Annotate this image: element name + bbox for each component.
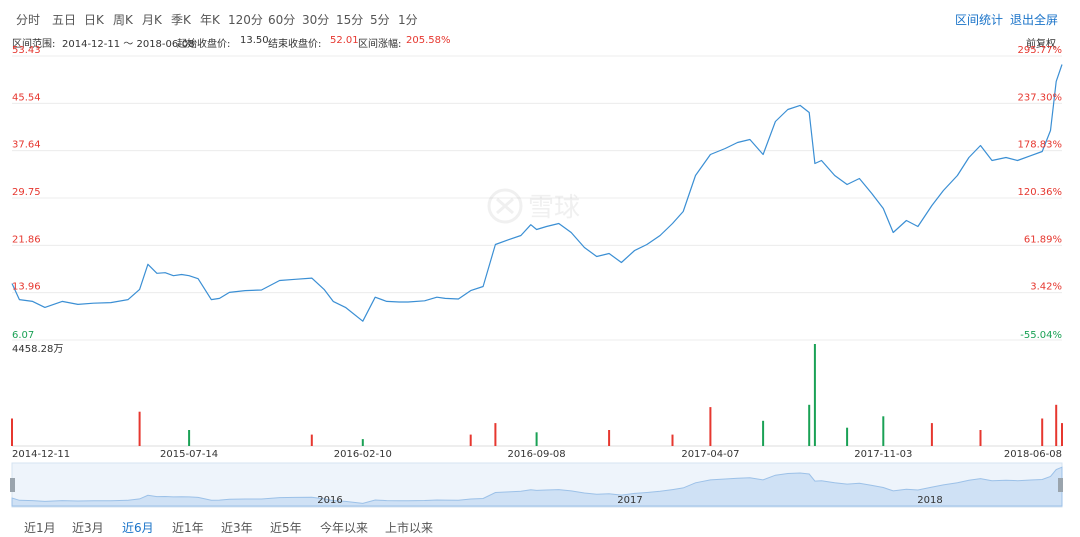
range-tab-ytd[interactable]: 今年以来	[320, 521, 369, 535]
volume-bar	[846, 427, 849, 446]
date-tick-label: 2018-06-08	[1004, 449, 1062, 460]
start-close-label: 起始收盘价:	[177, 39, 231, 50]
volume-bar	[608, 430, 611, 446]
range-tab-3m[interactable]: 近3月	[72, 521, 104, 535]
end-close-label: 结束收盘价:	[268, 39, 322, 50]
percent-tick-label: 3.42%	[1030, 282, 1062, 293]
period-tab-quarterly-k[interactable]: 季K	[171, 13, 191, 27]
navigator-right-handle[interactable]	[1058, 478, 1063, 492]
volume-bar	[1041, 418, 1044, 446]
percent-tick-label: 61.89%	[1024, 234, 1062, 245]
volume-bar	[494, 423, 497, 446]
interval-info-bar: 区间范围: 2014-12-11 ～ 2018-06-08 起始收盘价: 13.…	[0, 33, 1080, 50]
volume-bar	[1055, 404, 1058, 446]
watermark-text: 雪球	[528, 193, 580, 223]
xueqiu-watermark: 雪球	[487, 188, 580, 224]
interval-stats-link[interactable]: 区间统计	[955, 13, 1004, 27]
percent-tick-label: 178.83%	[1018, 140, 1063, 151]
range-tab-1m[interactable]: 近1月	[24, 521, 56, 535]
volume-bar	[138, 411, 141, 446]
volume-bar	[11, 418, 13, 446]
period-tab-120min[interactable]: 120分	[228, 13, 263, 27]
percent-tick-label: -55.04%	[1020, 330, 1062, 341]
price-line	[11, 64, 1063, 322]
period-tab-yearly-k[interactable]: 年K	[200, 13, 220, 27]
watermark-logo-icon	[487, 188, 523, 224]
price-tick-label: 53.43	[12, 45, 41, 56]
price-tick-label: 6.07	[12, 330, 34, 341]
volume-bars	[11, 344, 1063, 446]
percent-axis-labels: 295.77% 237.30% 178.83% 120.36% 61.89% 3.42% -…	[1018, 45, 1063, 341]
volume-bar	[979, 430, 982, 446]
range-tab-1y[interactable]: 近1年	[172, 521, 204, 535]
range-value: 2014-12-11 ～ 2018-06-08	[62, 39, 195, 50]
navigator-left-handle[interactable]	[10, 478, 15, 492]
volume-bar	[762, 420, 765, 446]
price-tick-label: 45.54	[12, 92, 41, 103]
adjust-mode-button[interactable]: 前复权	[1026, 39, 1056, 50]
end-close-value: 52.01	[330, 35, 359, 46]
price-tick-label: 37.64	[12, 140, 41, 151]
start-close-value: 13.50	[240, 35, 269, 46]
volume-bar	[930, 423, 933, 446]
change-label: 区间涨幅:	[358, 39, 402, 50]
percent-tick-label: 120.36%	[1018, 187, 1063, 198]
price-tick-label: 29.75	[12, 187, 41, 198]
volume-bar	[310, 434, 313, 446]
period-tab-30min[interactable]: 30分	[302, 13, 330, 27]
period-tab-weekly-k[interactable]: 周K	[113, 13, 133, 27]
volume-bar	[671, 434, 674, 446]
range-tab-3y[interactable]: 近3年	[221, 521, 253, 535]
volume-bar	[882, 416, 885, 446]
volume-bar	[469, 434, 472, 446]
period-toolbar: 分时 五日 日K 周K 月K 季K 年K 120分 60分 30分 15分 5分…	[0, 0, 1080, 32]
price-axis-labels: 53.43 45.54 37.64 29.75 21.86 13.96 6.07	[12, 45, 41, 341]
date-tick-label: 2016-02-10	[334, 449, 392, 460]
date-tick-label: 2016-09-08	[508, 449, 566, 460]
period-tab-5day[interactable]: 五日	[52, 13, 77, 27]
volume-bar	[1061, 423, 1063, 446]
price-tick-label: 21.86	[12, 234, 41, 245]
period-tab-1min[interactable]: 1分	[398, 13, 418, 27]
range-navigator[interactable]: 2016 2017 2018	[10, 462, 1063, 508]
period-tab-monthly-k[interactable]: 月K	[142, 13, 162, 27]
navigator-year-2016: 2016	[317, 495, 342, 506]
range-tab-since-ipo[interactable]: 上市以来	[385, 521, 434, 535]
date-tick-label: 2014-12-11	[12, 449, 70, 460]
range-label: 区间范围:	[12, 39, 56, 50]
volume-bar	[808, 404, 811, 446]
period-tab-5min[interactable]: 5分	[370, 13, 390, 27]
date-tick-label: 2017-11-03	[854, 449, 912, 460]
price-series	[11, 64, 1063, 322]
exit-fullscreen-link[interactable]: 退出全屏	[1010, 13, 1059, 27]
volume-max-label: 4458.28万	[12, 344, 63, 355]
range-tabs: 近1月 近3月 近6月 近1年 近3年 近5年 今年以来 上市以来	[0, 513, 1080, 537]
percent-tick-label: 237.30%	[1018, 92, 1063, 103]
volume-bar	[709, 407, 712, 446]
period-tab-15min[interactable]: 15分	[336, 13, 364, 27]
percent-tick-label: 295.77%	[1018, 45, 1063, 56]
range-tab-5y[interactable]: 近5年	[270, 521, 302, 535]
period-tab-intraday[interactable]: 分时	[16, 13, 41, 27]
period-tab-60min[interactable]: 60分	[268, 13, 296, 27]
period-tab-daily-k[interactable]: 日K	[84, 13, 104, 27]
volume-bar	[813, 344, 816, 446]
date-axis-labels: 2014-12-11 2015-07-14 2016-02-10 2016-09-08…	[12, 449, 1062, 460]
price-grid	[12, 55, 1062, 447]
date-tick-label: 2017-04-07	[681, 449, 739, 460]
change-value: 205.58%	[406, 35, 451, 46]
volume-bar	[535, 432, 538, 446]
navigator-area	[11, 466, 1063, 507]
navigator-year-2018: 2018	[917, 495, 942, 506]
watermark-logo-mark	[496, 197, 514, 215]
date-tick-label: 2015-07-14	[160, 449, 218, 460]
navigator-year-2017: 2017	[617, 495, 642, 506]
price-tick-label: 13.96	[12, 282, 41, 293]
range-tab-6m[interactable]: 近6月	[122, 521, 154, 535]
volume-bar	[188, 430, 191, 446]
volume-bar	[361, 439, 364, 446]
